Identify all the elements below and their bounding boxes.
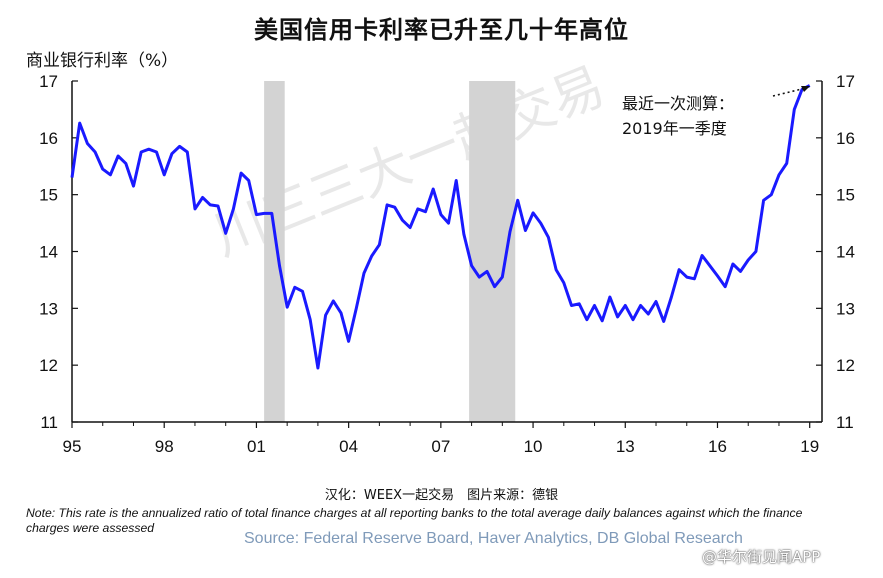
y-tick-label-right-14: 14: [836, 243, 855, 262]
chart-axes: [71, 80, 823, 428]
x-tick-label-10: 10: [524, 437, 543, 456]
brand-watermark: @华尔街见闻APP: [702, 548, 821, 566]
recession-band-1: [264, 81, 285, 422]
y-tick-label-left-14: 14: [39, 243, 58, 262]
y-tick-label-left-15: 15: [39, 186, 58, 205]
x-tick-label-13: 13: [616, 437, 635, 456]
x-tick-label-16: 16: [708, 437, 727, 456]
y-tick-label-left-12: 12: [39, 356, 58, 375]
y-tick-label-left-11: 11: [40, 413, 58, 432]
y-tick-label-right-16: 16: [836, 129, 855, 148]
x-tick-label-04: 04: [339, 437, 358, 456]
x-tick-label-19: 19: [800, 437, 819, 456]
annotation-line-2: 2019年一季度: [622, 119, 727, 138]
y-tick-label-right-15: 15: [836, 186, 855, 205]
y-tick-label-left-13: 13: [39, 299, 58, 318]
y-tick-label-right-12: 12: [836, 356, 855, 375]
recession-bands: [264, 81, 516, 422]
y-tick-label-left-17: 17: [39, 72, 58, 91]
translator-credit: 汉化：WEEX一起交易 图片来源：德银: [324, 488, 559, 503]
x-tick-label-95: 95: [63, 437, 82, 456]
y-tick-label-right-17: 17: [836, 72, 855, 91]
y-axis-unit-label: 商业银行利率（%）: [26, 51, 179, 71]
chart-note: Note: This rate is the annualized ratio …: [26, 506, 803, 535]
x-tick-label-98: 98: [155, 437, 174, 456]
annotation-arrowhead: [801, 86, 810, 92]
y-tick-label-right-13: 13: [836, 299, 855, 318]
recession-band-2: [469, 81, 516, 422]
x-tick-label-01: 01: [247, 437, 266, 456]
tick-labels: 11 11 12 12 13 13 14 14 15 15 16 16 17 17 95 98 01 04 07 10…: [39, 72, 855, 456]
y-tick-label-right-11: 11: [836, 413, 854, 432]
y-tick-label-left-16: 16: [39, 129, 58, 148]
annotation-line-1: 最近一次测算：: [622, 94, 734, 113]
chart-title: 美国信用卡利率已升至几十年高位: [254, 16, 629, 44]
annotation-arrow: [772, 87, 807, 97]
x-tick-label-07: 07: [431, 437, 450, 456]
series-line-credit-card-rate: [70, 84, 811, 370]
chart-source: Source: Federal Reserve Board, Haver Ana…: [244, 530, 743, 547]
